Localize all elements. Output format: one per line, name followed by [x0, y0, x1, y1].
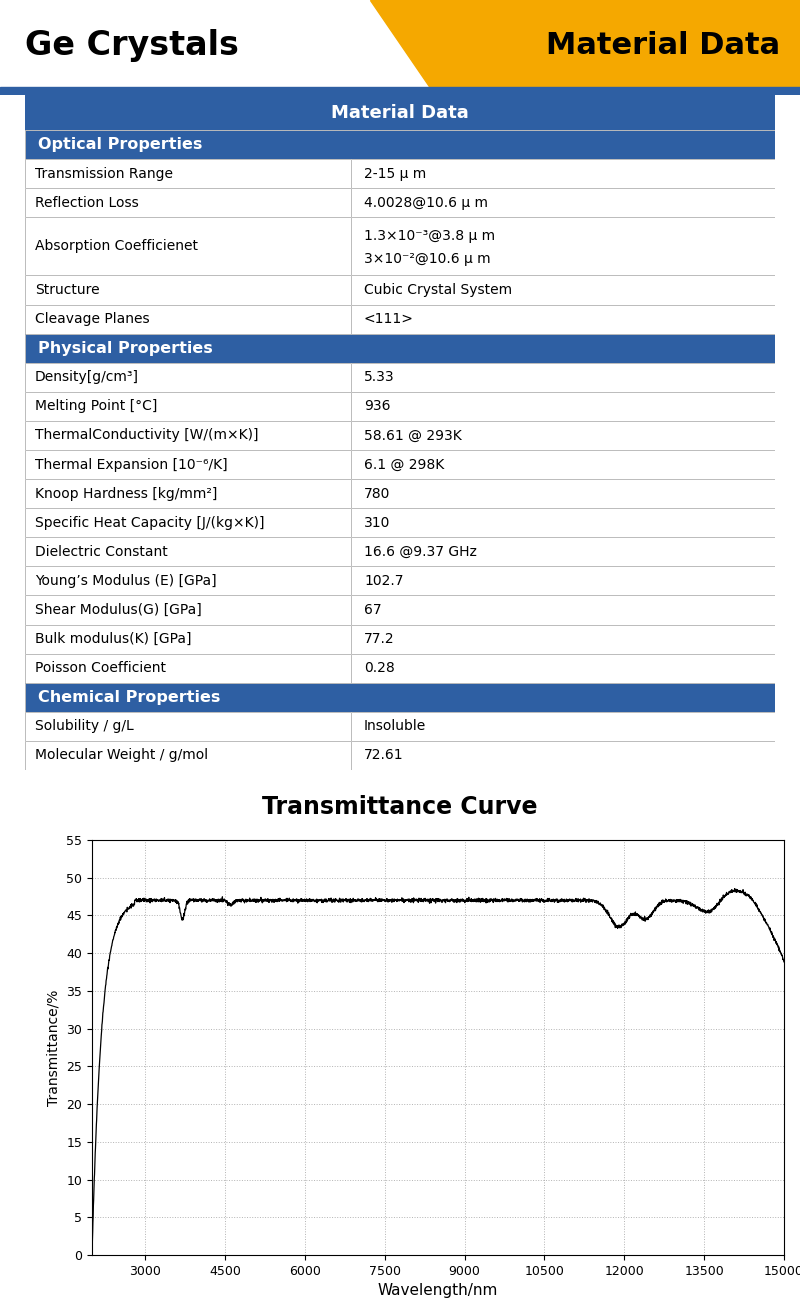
Text: Insoluble: Insoluble: [364, 719, 426, 734]
Text: Cleavage Planes: Cleavage Planes: [34, 313, 150, 326]
Text: Material Data: Material Data: [546, 31, 780, 60]
Text: Optical Properties: Optical Properties: [38, 137, 203, 152]
Text: Solubility / g/L: Solubility / g/L: [34, 719, 134, 734]
Text: Density[g/cm³]: Density[g/cm³]: [34, 370, 138, 384]
X-axis label: Wavelength/nm: Wavelength/nm: [378, 1283, 498, 1298]
Text: Physical Properties: Physical Properties: [38, 340, 214, 356]
Text: 16.6 @9.37 GHz: 16.6 @9.37 GHz: [364, 545, 477, 559]
Text: Transmittance Curve: Transmittance Curve: [262, 796, 538, 820]
Text: Thermal Expansion [10⁻⁶/K]: Thermal Expansion [10⁻⁶/K]: [34, 457, 227, 472]
Text: Dielectric Constant: Dielectric Constant: [34, 545, 167, 559]
Text: Specific Heat Capacity [J/(kg×K)]: Specific Heat Capacity [J/(kg×K)]: [34, 516, 264, 530]
Text: 3×10⁻²@10.6 μ m: 3×10⁻²@10.6 μ m: [364, 253, 490, 266]
Text: Ge Crystals: Ge Crystals: [25, 29, 239, 63]
Text: 936: 936: [364, 399, 390, 413]
Polygon shape: [370, 0, 800, 95]
Text: Molecular Weight / g/mol: Molecular Weight / g/mol: [34, 748, 208, 762]
Text: 310: 310: [364, 516, 390, 530]
Bar: [0, 87, 800, 95]
Text: 77.2: 77.2: [364, 632, 394, 646]
Text: 2-15 μ m: 2-15 μ m: [364, 167, 426, 181]
Text: Reflection Loss: Reflection Loss: [34, 195, 138, 210]
Text: <111>: <111>: [364, 313, 414, 326]
Text: Structure: Structure: [34, 283, 99, 297]
Text: 5.33: 5.33: [364, 370, 394, 384]
Text: Melting Point [°C]: Melting Point [°C]: [34, 399, 157, 413]
Text: Cubic Crystal System: Cubic Crystal System: [364, 283, 512, 297]
Text: Absorption Coefficienet: Absorption Coefficienet: [34, 240, 198, 253]
Text: 780: 780: [364, 486, 390, 500]
Text: ThermalConductivity [W/(m×K)]: ThermalConductivity [W/(m×K)]: [34, 429, 258, 443]
Text: Transmission Range: Transmission Range: [34, 167, 173, 181]
Text: Poisson Coefficient: Poisson Coefficient: [34, 661, 166, 675]
Text: 67: 67: [364, 603, 382, 618]
Text: Bulk modulus(K) [GPa]: Bulk modulus(K) [GPa]: [34, 632, 191, 646]
Text: Young’s Modulus (E) [GPa]: Young’s Modulus (E) [GPa]: [34, 573, 217, 588]
Text: 0.28: 0.28: [364, 661, 394, 675]
Text: 102.7: 102.7: [364, 573, 403, 588]
Text: 4.0028@10.6 μ m: 4.0028@10.6 μ m: [364, 195, 488, 210]
Text: 72.61: 72.61: [364, 748, 403, 762]
Text: Chemical Properties: Chemical Properties: [38, 689, 221, 705]
Y-axis label: Transmittance/%: Transmittance/%: [46, 989, 61, 1106]
Text: Knoop Hardness [kg/mm²]: Knoop Hardness [kg/mm²]: [34, 486, 217, 500]
Text: Shear Modulus(G) [GPa]: Shear Modulus(G) [GPa]: [34, 603, 202, 618]
Text: 6.1 @ 298K: 6.1 @ 298K: [364, 457, 444, 472]
Text: Material Data: Material Data: [331, 103, 469, 121]
Text: 58.61 @ 293K: 58.61 @ 293K: [364, 429, 462, 443]
Text: 1.3×10⁻³@3.8 μ m: 1.3×10⁻³@3.8 μ m: [364, 229, 495, 242]
